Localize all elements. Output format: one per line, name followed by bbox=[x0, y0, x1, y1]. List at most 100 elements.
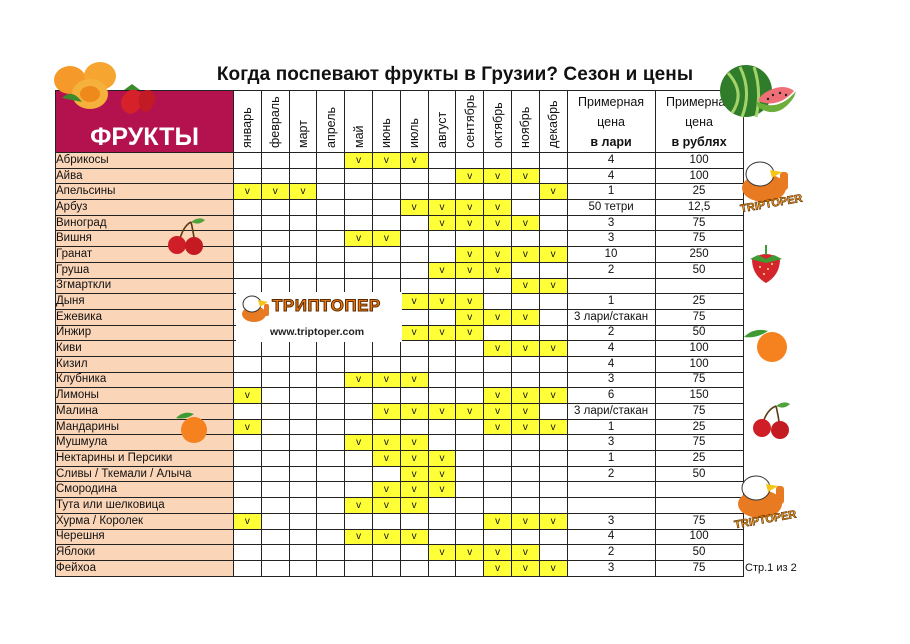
season-cell bbox=[427, 497, 457, 514]
season-cell-active: v bbox=[371, 152, 401, 169]
season-cell bbox=[233, 481, 262, 499]
season-cell bbox=[399, 544, 429, 561]
season-cell bbox=[260, 403, 290, 420]
price-lari: 3 bbox=[566, 512, 656, 530]
season-cell bbox=[288, 403, 318, 420]
season-cell bbox=[538, 465, 568, 483]
price-rub: 100 bbox=[654, 355, 744, 373]
season-cell bbox=[399, 277, 429, 295]
season-cell bbox=[483, 277, 512, 295]
season-cell-active: v bbox=[371, 403, 401, 420]
season-cell bbox=[288, 199, 318, 216]
season-cell bbox=[344, 183, 373, 201]
season-cell bbox=[288, 167, 318, 185]
season-cell bbox=[538, 167, 568, 185]
season-cell-active: v bbox=[538, 183, 568, 201]
eagle-icon bbox=[742, 161, 788, 202]
season-cell bbox=[288, 512, 318, 530]
season-cell bbox=[288, 544, 318, 561]
season-cell-active: v bbox=[371, 528, 401, 546]
season-cell-active: v bbox=[427, 324, 457, 342]
table-row: Лимоны v v v v 6 150 bbox=[55, 387, 744, 404]
season-cell bbox=[260, 355, 290, 373]
season-cell bbox=[316, 387, 346, 404]
season-cell bbox=[483, 324, 512, 342]
table-row: Вишня v v 3 75 bbox=[55, 230, 744, 248]
season-cell bbox=[288, 497, 318, 514]
season-cell-active: v bbox=[510, 544, 540, 561]
table-row: Апельсины v v v v 1 25 bbox=[55, 183, 744, 201]
price-rub: 100 bbox=[654, 152, 744, 169]
season-cell-active: v bbox=[455, 214, 485, 232]
season-cell bbox=[399, 214, 429, 232]
table-row: Тута или шелковица v v v bbox=[55, 497, 744, 514]
fruit-name: Киви bbox=[55, 340, 234, 357]
season-cell bbox=[316, 152, 346, 169]
season-cell bbox=[288, 152, 318, 169]
season-cell bbox=[483, 450, 512, 467]
season-cell-active: v bbox=[510, 246, 540, 263]
price-rub: 250 bbox=[654, 246, 744, 263]
season-cell-active: v bbox=[455, 403, 485, 420]
season-cell bbox=[399, 230, 429, 248]
table-row: Згмарткли v v bbox=[55, 277, 744, 295]
season-cell bbox=[344, 214, 373, 232]
triptoper-eagle-sticker: TRIPTOPER bbox=[730, 472, 806, 532]
season-cell bbox=[427, 371, 457, 389]
table-row: Смородина v v v bbox=[55, 481, 744, 499]
season-cell bbox=[538, 261, 568, 279]
season-cell-active: v bbox=[399, 481, 429, 499]
eagle-icon bbox=[242, 295, 269, 322]
table-row: Айва v v v 4 100 bbox=[55, 167, 744, 185]
season-cell-active: v bbox=[483, 512, 512, 530]
season-cell bbox=[538, 434, 568, 452]
season-cell bbox=[510, 371, 540, 389]
season-cell bbox=[427, 418, 457, 436]
season-cell bbox=[455, 387, 485, 404]
fruit-name: Дыня bbox=[55, 293, 234, 310]
season-cell bbox=[510, 450, 540, 467]
season-cell-active: v bbox=[538, 277, 568, 295]
season-cell bbox=[344, 403, 373, 420]
season-cell-active: v bbox=[344, 152, 373, 169]
price-rub: 75 bbox=[654, 371, 744, 389]
season-cell bbox=[288, 261, 318, 279]
season-cell bbox=[455, 481, 485, 499]
season-cell bbox=[288, 371, 318, 389]
price-lari: 50 тетри bbox=[566, 199, 656, 216]
fruit-name: Арбуз bbox=[55, 199, 234, 216]
season-cell bbox=[316, 246, 346, 263]
season-cell bbox=[399, 387, 429, 404]
season-cell bbox=[288, 559, 318, 577]
price-lari: 2 bbox=[566, 261, 656, 279]
cherry-icon bbox=[168, 218, 205, 255]
season-cell bbox=[399, 246, 429, 263]
price-rub: 75 bbox=[654, 308, 744, 326]
season-cell-active: v bbox=[233, 183, 262, 201]
price-rub: 75 bbox=[654, 214, 744, 232]
season-cell bbox=[510, 230, 540, 248]
season-cell-active: v bbox=[510, 214, 540, 232]
season-cell-active: v bbox=[483, 261, 512, 279]
season-cell-active: v bbox=[371, 434, 401, 452]
season-cell bbox=[233, 559, 262, 577]
season-cell bbox=[316, 497, 346, 514]
season-cell bbox=[455, 183, 485, 201]
season-cell bbox=[538, 293, 568, 310]
season-cell bbox=[427, 308, 457, 326]
price-lari: 1 bbox=[566, 450, 656, 467]
season-cell bbox=[427, 512, 457, 530]
fruit-name: Згмарткли bbox=[55, 277, 234, 295]
fruit-name: Инжир bbox=[55, 324, 234, 342]
season-cell bbox=[316, 230, 346, 248]
price-rub: 75 bbox=[654, 230, 744, 248]
season-cell bbox=[316, 277, 346, 295]
fruit-name: Айва bbox=[55, 167, 234, 185]
season-cell bbox=[371, 199, 401, 216]
season-cell bbox=[538, 199, 568, 216]
season-cell bbox=[233, 152, 262, 169]
season-cell bbox=[233, 199, 262, 216]
table-row: Груша v v v 2 50 bbox=[55, 261, 744, 279]
season-cell bbox=[399, 355, 429, 373]
season-cell bbox=[510, 293, 540, 310]
